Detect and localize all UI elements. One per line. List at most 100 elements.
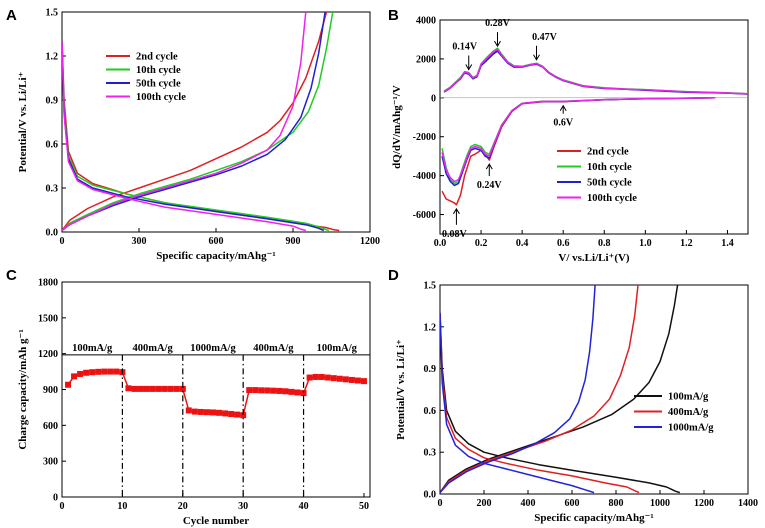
data-point	[294, 389, 301, 396]
charge-curve	[440, 285, 639, 494]
data-point	[209, 409, 216, 416]
x-tick-label: 400	[521, 498, 536, 509]
y-axis-label: Potential/V vs. Li/Li⁺	[17, 71, 29, 172]
panel-letter: B	[388, 7, 399, 24]
y-tick-label: 1800	[38, 278, 58, 289]
data-point	[228, 410, 235, 417]
x-axis-label: Cycle number	[183, 515, 249, 527]
data-point	[330, 375, 337, 382]
annotation-arrowhead	[465, 64, 473, 71]
panel-c: C 0 10 20 30 40 50 0 300 600 900 1200 1500 1800 Cycle …	[6, 267, 371, 527]
y-tick-label: 0.9	[424, 364, 437, 375]
legend-entry: 2nd cycle	[587, 147, 629, 158]
data-point	[95, 368, 102, 375]
y-tick-label: 300	[43, 457, 58, 468]
data-point	[125, 385, 132, 392]
cathodic-scan-curve	[441, 97, 716, 183]
y-tick-label: 1.2	[424, 322, 437, 333]
x-tick-label: 600	[209, 236, 224, 247]
data-point	[336, 375, 343, 382]
x-tick-label: 1200	[360, 236, 380, 247]
rate-label: 1000mA/g	[190, 343, 236, 354]
data-point	[149, 385, 156, 392]
annotation-arrowhead	[494, 40, 501, 48]
y-tick-label: 1.2	[46, 52, 59, 63]
y-tick-label: 2000	[416, 54, 436, 65]
legend-entry: 10th cycle	[587, 162, 632, 173]
legend-entry: 1000mA/g	[668, 423, 714, 434]
annotation-arrowhead	[533, 54, 540, 61]
y-tick-label: 900	[43, 385, 58, 396]
plot-frame	[439, 19, 749, 235]
data-point	[252, 387, 259, 394]
data-point	[240, 412, 247, 419]
legend-entry: 100th cycle	[587, 193, 637, 204]
data-point	[191, 408, 198, 415]
data-point	[282, 388, 289, 395]
panel-a: A 0 300 600 900 1200 0.0 0.3 0.6 0.9 1.2 1.5 Specifi…	[6, 7, 380, 262]
annotation-label: 0.28V	[485, 18, 511, 29]
y-axis-label: dQ/dV/mAhg⁻¹/V	[391, 85, 403, 169]
annotation-label: 0.14V	[452, 42, 478, 53]
data-point	[197, 408, 204, 415]
x-tick-label: 10	[117, 501, 127, 512]
x-tick-label: 0.6	[557, 238, 570, 249]
y-tick-label: -2000	[413, 132, 436, 143]
plot-area	[65, 368, 367, 419]
x-tick-label: 20	[178, 501, 188, 512]
data-point	[264, 387, 271, 394]
x-tick-label: 50	[359, 501, 369, 512]
cathodic-scan-curve	[441, 97, 716, 187]
y-tick-label: 0.6	[46, 140, 59, 151]
data-point	[131, 385, 138, 392]
rate-label: 100mA/g	[317, 343, 358, 354]
data-point	[185, 407, 192, 414]
data-point	[179, 385, 186, 392]
data-point	[324, 374, 331, 381]
plot-area	[440, 285, 681, 494]
y-tick-label: -6000	[413, 210, 436, 221]
x-tick-label: 1.4	[721, 238, 734, 249]
data-point	[300, 390, 307, 397]
data-point	[71, 373, 78, 380]
annotation-label: 0.6V	[553, 118, 574, 129]
legend-entry: 100th cycle	[136, 92, 186, 103]
x-tick-label: 1200	[694, 498, 714, 509]
x-tick-label: 40	[299, 501, 309, 512]
data-point	[312, 373, 319, 380]
x-axis-label: Specific capacity/mAhg⁻¹	[534, 512, 653, 524]
x-tick-label: 1.2	[680, 238, 693, 249]
rate-label: 400mA/g	[253, 343, 294, 354]
panel-b: B 0.0 0.2 0.4 0.6 0.8 1.0 1.2 1.4 -6000 -4000 -2000…	[388, 7, 749, 264]
data-point	[270, 387, 277, 394]
x-axis-label: Specific capacity/mAhg⁻¹	[156, 250, 275, 262]
x-tick-label: 300	[132, 236, 147, 247]
y-tick-label: -4000	[413, 171, 436, 182]
data-point	[258, 387, 265, 394]
cathodic-scan-curve	[441, 97, 716, 185]
legend-entry: 400mA/g	[668, 407, 709, 418]
annotation-label: 0.08V	[442, 229, 468, 240]
annotation-arrowhead	[452, 207, 460, 215]
discharge-curve	[62, 41, 340, 232]
annotation-arrowhead	[559, 104, 567, 111]
legend-entry: 50th cycle	[136, 79, 181, 90]
y-tick-label: 1.5	[424, 281, 437, 292]
x-axis-label: V/ vs.Li/Li⁺(V)	[558, 252, 630, 264]
x-tick-label: 0	[438, 498, 443, 509]
data-point	[167, 385, 174, 392]
x-tick-label: 0.2	[475, 238, 488, 249]
annotation-arrowhead	[485, 163, 493, 170]
charge-curve	[62, 12, 334, 232]
data-point	[234, 411, 241, 418]
legend-entry: 10th cycle	[136, 65, 181, 76]
x-tick-label: 0.0	[434, 238, 447, 249]
x-tick-label: 1000	[650, 498, 670, 509]
panel-letter: A	[6, 7, 17, 24]
charge-curve	[62, 12, 307, 232]
annotation-label: 0.47V	[532, 32, 558, 43]
data-point	[216, 409, 223, 416]
y-axis-label: Potential/V vs. Li/Li⁺	[395, 339, 407, 440]
y-tick-label: 0.0	[424, 490, 437, 501]
x-tick-label: 30	[238, 501, 248, 512]
